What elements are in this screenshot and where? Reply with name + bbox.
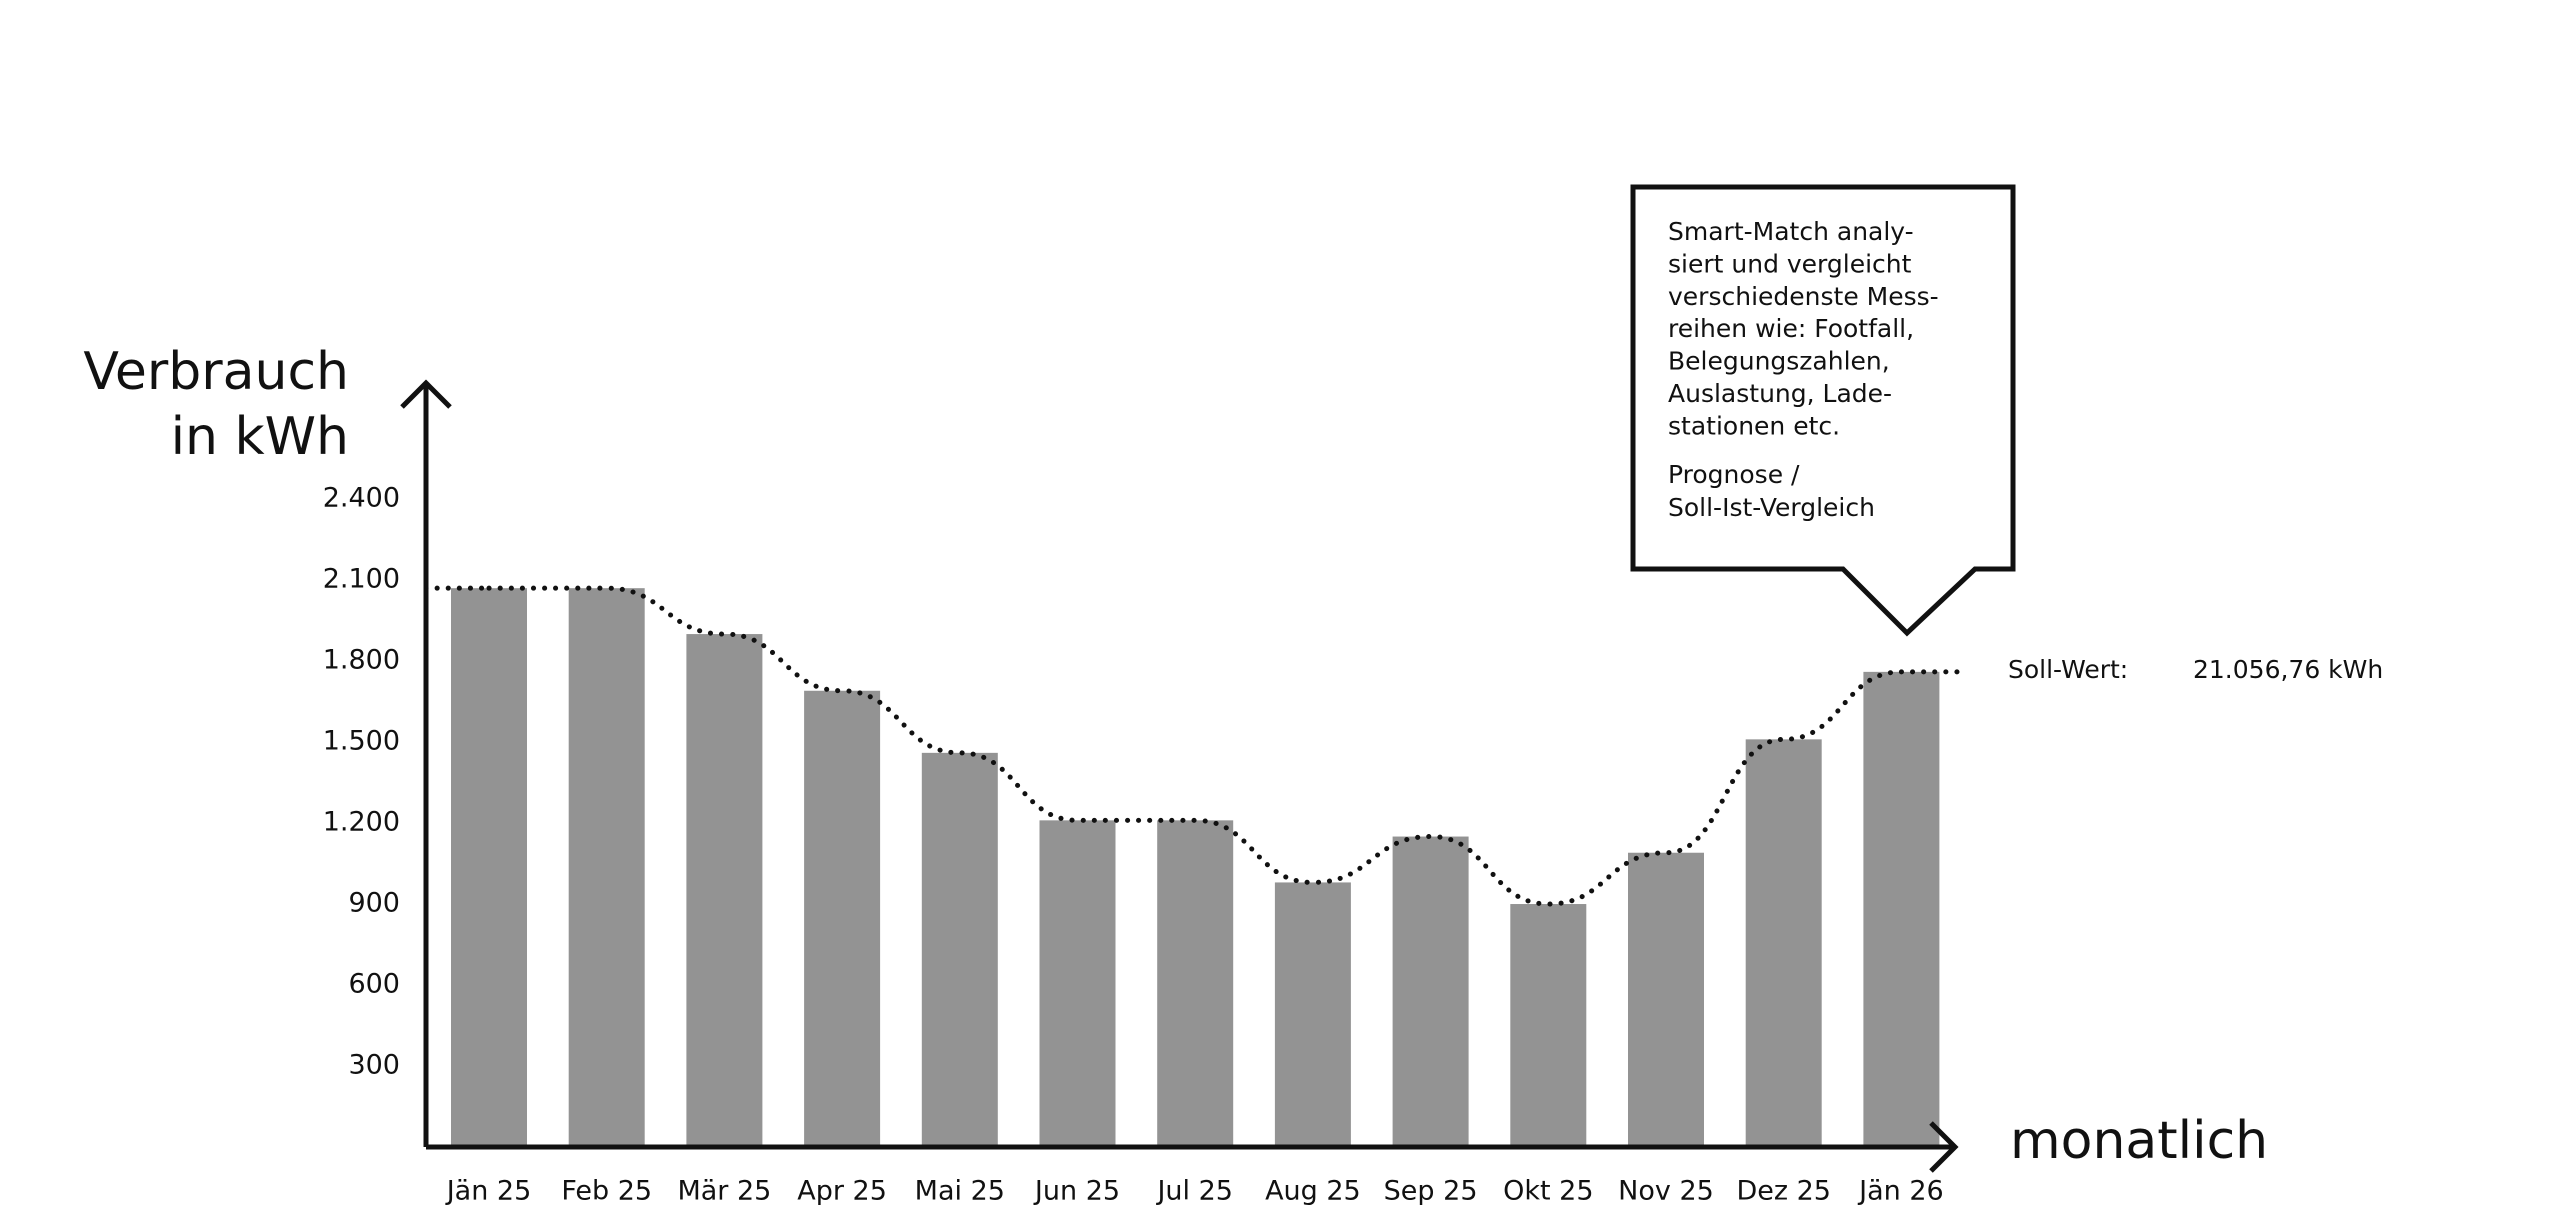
x-tick-label: Aug 25 bbox=[1265, 1176, 1361, 1207]
y-tick-label: 900 bbox=[348, 888, 400, 919]
bar bbox=[1039, 820, 1116, 1147]
y-tick-label: 1.200 bbox=[323, 807, 400, 838]
y-tick-label: 300 bbox=[348, 1050, 400, 1081]
bar bbox=[686, 634, 763, 1147]
x-tick-label: Jun 25 bbox=[1033, 1176, 1120, 1207]
callout-text: siert und vergleicht bbox=[1668, 249, 1912, 278]
bar bbox=[451, 588, 527, 1147]
bar bbox=[1863, 671, 1940, 1147]
y-tick-label: 1.500 bbox=[323, 726, 400, 757]
target-line bbox=[486, 585, 1904, 907]
bar bbox=[1745, 739, 1822, 1147]
target-value: 21.056,76 kWh bbox=[2193, 655, 2383, 684]
bar bbox=[1157, 820, 1234, 1147]
callout-text: reihen wie: Footfall, bbox=[1668, 314, 1914, 343]
x-tick-label: Jän 25 bbox=[445, 1176, 532, 1207]
callout-text: Soll-Ist-Vergleich bbox=[1668, 493, 1875, 522]
callout-text: Prognose / bbox=[1668, 460, 1800, 489]
x-axis bbox=[426, 1121, 1959, 1173]
x-tick-label: Sep 25 bbox=[1384, 1176, 1478, 1207]
callout-text: Auslastung, Lade- bbox=[1668, 379, 1892, 408]
target-line-extension bbox=[423, 585, 1965, 675]
bar bbox=[804, 690, 881, 1147]
bar bbox=[1392, 836, 1469, 1147]
x-tick-label: Jän 26 bbox=[1857, 1176, 1944, 1207]
x-tick-label: Jul 25 bbox=[1155, 1176, 1233, 1207]
y-axis-label: Verbrauch bbox=[83, 342, 349, 402]
x-tick-label: Feb 25 bbox=[561, 1176, 652, 1207]
y-tick-label: 1.800 bbox=[323, 645, 400, 676]
y-axis bbox=[400, 379, 452, 1147]
bar bbox=[1628, 852, 1704, 1147]
callout-text: Smart-Match analy- bbox=[1668, 217, 1914, 246]
callout-text: verschiedenste Mess- bbox=[1668, 282, 1939, 311]
x-tick-label: Mär 25 bbox=[677, 1176, 771, 1207]
callout-box bbox=[1630, 184, 2016, 637]
y-tick-label: 2.100 bbox=[323, 564, 400, 595]
target-label: Soll-Wert: bbox=[2008, 655, 2128, 684]
bar bbox=[1274, 882, 1351, 1147]
bar bbox=[568, 588, 645, 1147]
bar bbox=[921, 752, 998, 1147]
y-axis-label: in kWh bbox=[171, 407, 349, 467]
callout-text: Belegungszahlen, bbox=[1668, 347, 1890, 376]
x-tick-label: Okt 25 bbox=[1503, 1176, 1593, 1207]
y-tick-label: 600 bbox=[348, 969, 400, 1000]
bar bbox=[1510, 904, 1587, 1147]
x-tick-label: Apr 25 bbox=[797, 1176, 887, 1207]
x-tick-label: Mai 25 bbox=[915, 1176, 1005, 1207]
x-tick-label: Dez 25 bbox=[1736, 1176, 1831, 1207]
callout-text: stationen etc. bbox=[1668, 411, 1840, 440]
y-tick-label: 2.400 bbox=[323, 483, 400, 514]
x-axis-label: monatlich bbox=[2010, 1111, 2268, 1171]
x-tick-label: Nov 25 bbox=[1618, 1176, 1714, 1207]
